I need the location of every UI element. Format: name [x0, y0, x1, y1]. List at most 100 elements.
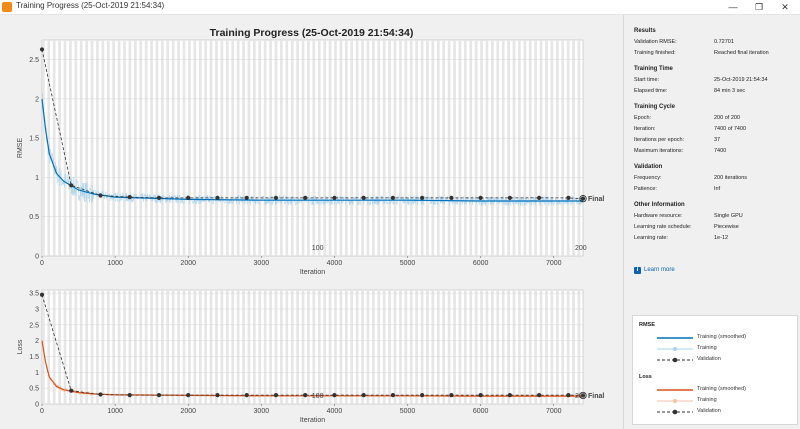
- x-tick-label: 4000: [327, 408, 343, 415]
- epoch-band: [123, 290, 126, 404]
- epoch-band: [328, 40, 332, 256]
- epoch-band: [198, 290, 202, 404]
- epoch-band: [285, 40, 289, 256]
- legend-label: Training: [697, 345, 717, 351]
- info-key: Start time:: [634, 77, 660, 83]
- epoch-band: [426, 290, 429, 404]
- x-tick-label: 3000: [254, 408, 270, 415]
- matlab-app-icon: [2, 2, 12, 12]
- epoch-band: [577, 40, 581, 256]
- epoch-band: [101, 290, 105, 404]
- legend-validation-icon: [657, 409, 693, 415]
- epoch-band: [177, 290, 180, 404]
- minimize-button[interactable]: —: [728, 2, 738, 12]
- epoch-band: [518, 290, 521, 404]
- info-value: 7400 of 7400: [714, 126, 747, 132]
- validation-point: [478, 195, 483, 200]
- epoch-band: [426, 40, 429, 256]
- epoch-band: [561, 40, 565, 256]
- legend-marker-icon: [657, 399, 693, 403]
- epoch-band: [469, 40, 473, 256]
- epoch-band: [139, 290, 143, 404]
- legend-rmse-heading: RMSE: [639, 322, 655, 328]
- epoch-band: [188, 40, 191, 256]
- validation-point: [478, 393, 483, 398]
- close-button[interactable]: ✕: [781, 1, 789, 12]
- epoch-band: [74, 290, 78, 404]
- epoch-band: [290, 40, 294, 256]
- validation-point: [303, 195, 308, 200]
- epoch-band: [361, 40, 364, 256]
- epoch-band: [539, 290, 543, 404]
- epoch-band: [171, 40, 175, 256]
- epoch-band: [566, 290, 570, 404]
- epoch-band: [177, 40, 180, 256]
- validation-point: [273, 393, 279, 398]
- epoch-band: [350, 40, 354, 256]
- epoch-band: [171, 290, 175, 404]
- validation-point: [332, 195, 337, 200]
- epoch-band: [269, 40, 272, 256]
- legend-line-icon: [657, 337, 693, 339]
- epoch-band: [480, 290, 483, 404]
- x-tick-label: 0: [40, 260, 44, 267]
- y-tick-label: 2: [35, 338, 39, 345]
- x-tick-label: 6000: [473, 408, 489, 415]
- epoch-band: [453, 40, 456, 256]
- epoch-band: [350, 290, 354, 404]
- info-key: Training finished:: [634, 50, 676, 56]
- epoch-band: [280, 40, 283, 256]
- epoch-band: [545, 40, 548, 256]
- x-axis-label: Iteration: [300, 417, 325, 424]
- epoch-band: [296, 290, 299, 404]
- y-tick-label: 0: [35, 402, 39, 409]
- epoch-band: [301, 40, 305, 256]
- epoch-band: [496, 40, 500, 256]
- epoch-band: [123, 40, 126, 256]
- epoch-band: [442, 290, 446, 404]
- validation-point: [566, 195, 571, 200]
- epoch-band: [209, 290, 213, 404]
- epoch-band: [323, 290, 327, 404]
- epoch-band: [366, 290, 370, 404]
- epoch-band: [96, 290, 99, 404]
- epoch-band: [182, 290, 186, 404]
- learn-more-link[interactable]: i Learn more: [634, 267, 675, 274]
- maximize-button[interactable]: ❐: [754, 1, 764, 12]
- epoch-band: [501, 40, 505, 256]
- epoch-band: [501, 290, 505, 404]
- epoch-band: [258, 40, 262, 256]
- epoch-band: [404, 40, 408, 256]
- epoch-band: [280, 290, 283, 404]
- epoch-band: [436, 40, 440, 256]
- epoch-band: [128, 40, 132, 256]
- epoch-band: [58, 40, 61, 256]
- epoch-band: [106, 290, 110, 404]
- panel-divider: [623, 15, 624, 429]
- epoch-band: [285, 290, 289, 404]
- info-key: Iterations per epoch:: [634, 137, 685, 143]
- epoch-band: [274, 40, 278, 256]
- x-tick-label: 3000: [254, 260, 270, 267]
- info-value: Piecewise: [714, 224, 739, 230]
- epoch-band: [161, 40, 164, 256]
- epoch-band: [144, 290, 148, 404]
- y-tick-label: 2.5: [29, 322, 39, 329]
- epoch-band: [247, 290, 251, 404]
- epoch-band: [355, 40, 359, 256]
- epoch-band: [274, 290, 278, 404]
- epoch-band: [388, 40, 391, 256]
- y-tick-label: 2.5: [29, 57, 39, 64]
- info-panel: Results Validation RMSE: 0.72701 Trainin…: [624, 15, 800, 429]
- epoch-band: [485, 40, 489, 256]
- y-tick-label: 1: [35, 370, 39, 377]
- results-heading: Results: [634, 28, 656, 34]
- epoch-band: [561, 290, 565, 404]
- info-value: 200 iterations: [714, 175, 748, 181]
- epoch-band: [193, 40, 197, 256]
- epoch-band: [355, 290, 359, 404]
- epoch-band: [523, 40, 527, 256]
- epoch-band: [296, 40, 299, 256]
- info-value: 7400: [714, 148, 727, 154]
